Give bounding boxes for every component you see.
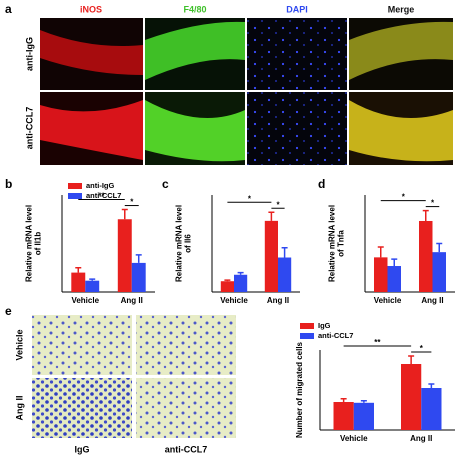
error-bar <box>391 258 398 267</box>
annotation: * <box>248 194 252 203</box>
error-bar <box>377 246 384 258</box>
error-bar <box>237 271 244 275</box>
bar <box>234 274 248 292</box>
bar <box>278 257 292 292</box>
row-label: anti-IgG <box>24 37 34 71</box>
column-header: iNOS <box>80 4 102 14</box>
x-tick-label: Ang II <box>267 296 289 305</box>
y-axis-label: Relative mRNA level <box>328 205 337 282</box>
y-axis-label: of Tnfa <box>337 230 346 257</box>
annotation: * <box>276 200 280 209</box>
legend-label: anti-IgG <box>86 181 114 190</box>
error-bar <box>422 209 429 221</box>
panel-label: d <box>318 177 325 191</box>
x-tick-label: Vehicle <box>374 296 402 305</box>
legend-label: anti-CCL7 <box>318 331 353 340</box>
legend-label: IgG <box>318 321 331 330</box>
legend-label: anti-CCL7 <box>86 191 121 200</box>
column-label: IgG <box>75 444 90 454</box>
bar <box>374 257 388 292</box>
x-tick-label: Vehicle <box>220 296 248 305</box>
panel-label: b <box>5 177 12 191</box>
x-tick-label: Vehicle <box>340 434 368 443</box>
row-label: anti-CCL7 <box>24 107 34 150</box>
bar <box>220 281 234 292</box>
bar <box>432 252 446 292</box>
legend-swatch <box>300 333 314 339</box>
x-tick-label: Ang II <box>121 296 143 305</box>
panel-a-images <box>40 18 453 165</box>
bar <box>353 402 374 430</box>
bar <box>117 219 132 292</box>
x-tick-label: Ang II <box>421 296 443 305</box>
error-bar <box>340 398 347 402</box>
legend-swatch <box>68 183 82 189</box>
bar <box>71 272 86 292</box>
annotation: * <box>402 193 406 202</box>
annotation: * <box>420 344 424 353</box>
y-axis-label: of Il1b <box>34 232 43 256</box>
error-bar <box>121 208 128 220</box>
legend-swatch <box>68 193 82 199</box>
legend-swatch <box>300 323 314 329</box>
error-bar <box>268 211 275 221</box>
bar <box>421 388 442 430</box>
row-label: Vehicle <box>14 329 24 360</box>
error-bar <box>281 247 288 258</box>
error-bar <box>436 242 443 253</box>
panel-label: e <box>5 304 12 318</box>
panel-label: c <box>162 177 169 191</box>
y-axis-label: of Il6 <box>184 234 193 253</box>
column-label: anti-CCL7 <box>165 444 208 454</box>
error-bar <box>360 400 367 403</box>
bar <box>264 220 278 292</box>
bar <box>387 266 401 292</box>
y-axis-label: Relative mRNA level <box>175 205 184 282</box>
annotation: * <box>130 198 134 207</box>
column-header: F4/80 <box>183 4 206 14</box>
annotation: ** <box>374 338 381 347</box>
row-label: Ang II <box>14 396 24 421</box>
column-header: DAPI <box>286 4 308 14</box>
bar <box>131 262 146 292</box>
error-bar <box>75 267 82 273</box>
error-bar <box>89 278 96 281</box>
bar <box>85 280 100 292</box>
column-header: Merge <box>388 4 415 14</box>
annotation: ** <box>98 192 105 201</box>
bar <box>419 220 433 292</box>
bar <box>401 364 422 430</box>
x-tick-label: Ang II <box>410 434 432 443</box>
error-bar <box>135 254 142 263</box>
x-tick-label: Vehicle <box>71 296 99 305</box>
bar <box>333 402 354 430</box>
y-axis-label: Number of migrated cells <box>295 341 304 438</box>
annotation: * <box>431 199 435 208</box>
error-bar <box>224 279 231 282</box>
error-bar <box>408 355 415 364</box>
panel-e-images <box>32 315 236 438</box>
error-bar <box>428 383 435 388</box>
y-axis-label: Relative mRNA level <box>25 205 34 282</box>
panel-label: a <box>5 2 12 16</box>
